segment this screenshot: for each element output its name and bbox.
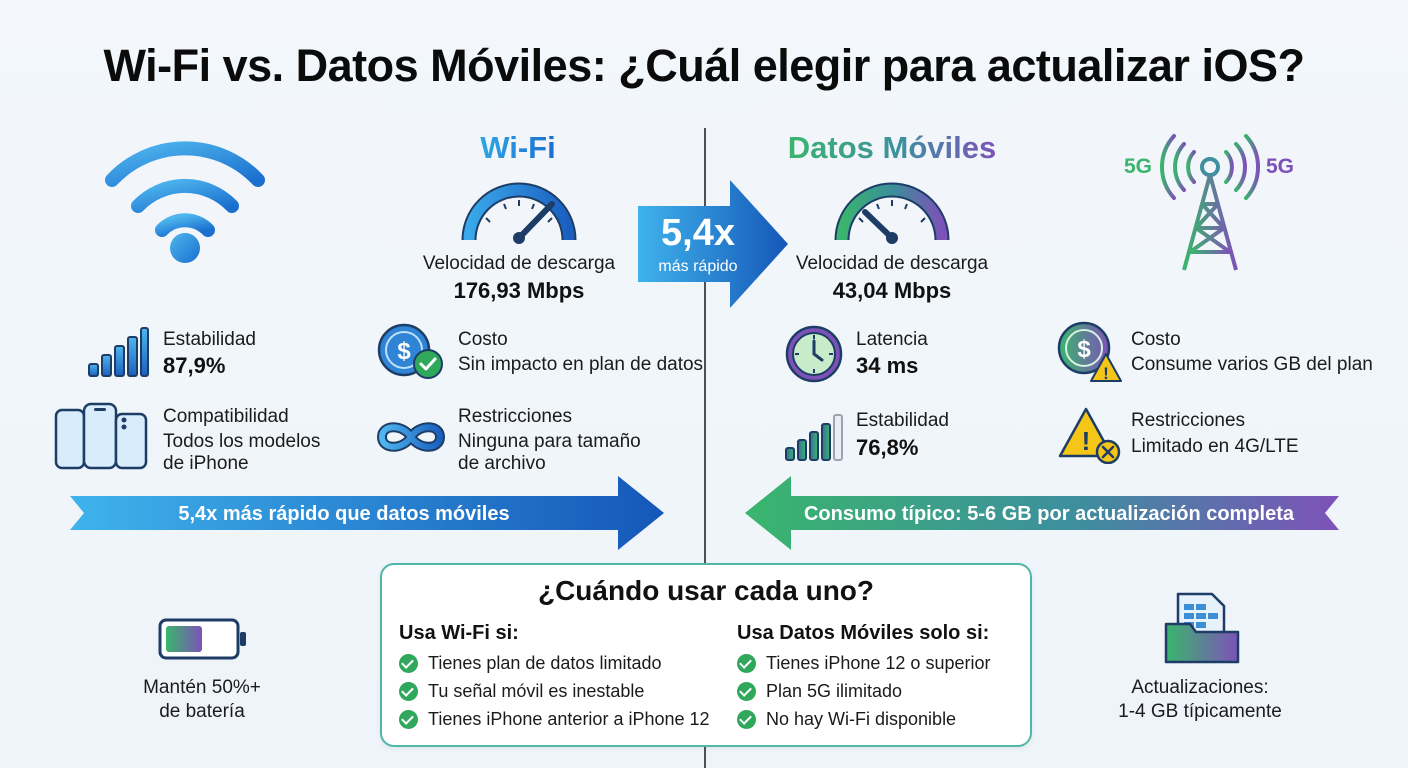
mobile-cost-title: Costo — [1131, 329, 1181, 350]
list-item: Tienes plan de datos limitado — [399, 649, 710, 677]
center-divider — [704, 128, 706, 768]
list-item: No hay Wi-Fi disponible — [737, 705, 990, 733]
wifi-stability-title: Estabilidad — [163, 329, 256, 350]
list-item: Tienes iPhone anterior a iPhone 12 — [399, 705, 710, 733]
mobile-stability-value: 76,8% — [856, 435, 919, 460]
wifi-banner-text: 5,4x más rápido que datos móviles — [178, 503, 510, 525]
when-to-use-panel: ¿Cuándo usar cada uno? Usa Wi-Fi si: Tie… — [380, 563, 1032, 747]
tower-label-right: 5G — [1266, 155, 1295, 178]
center-arrow — [638, 180, 788, 308]
wifi-speed-label: Velocidad de descarga — [422, 253, 616, 274]
clock-icon — [785, 325, 843, 383]
dollar-warning-icon: $ ! — [1057, 321, 1122, 383]
wifi-cost-value: Sin impacto en plan de datos — [458, 354, 704, 375]
mobile-restr-value: Limitado en 4G/LTE — [1131, 436, 1299, 457]
mobile-cost-value: Consume varios GB del plan — [1131, 354, 1373, 375]
signal-bars-icon — [88, 327, 149, 377]
battery-icon — [158, 618, 246, 660]
mobile-col-title: Usa Datos Móviles solo si: — [737, 622, 990, 644]
wifi-restr-title: Restricciones — [458, 406, 573, 427]
wifi-restr-value-1: Ninguna para tamaño — [458, 431, 641, 452]
cell-tower-icon — [1160, 134, 1260, 271]
wifi-restr-value-2: de archivo — [458, 453, 546, 474]
check-icon — [399, 709, 418, 729]
mobile-heading: Datos Móviles — [787, 130, 997, 165]
wifi-stability-value: 87,9% — [163, 353, 226, 378]
updates-note: Actualizaciones: 1-4 GB típicamente — [1118, 677, 1282, 722]
mobile-banner-arrow — [745, 476, 1339, 550]
wifi-cost-title: Costo — [458, 329, 508, 350]
mobile-stability-title: Estabilidad — [856, 410, 949, 431]
svg-text:!: ! — [1082, 426, 1091, 456]
wifi-compat-title: Compatibilidad — [163, 406, 289, 427]
mobile-restr-title: Restricciones — [1131, 410, 1246, 431]
center-arrow-big: 5,4x — [661, 212, 735, 254]
when-heading: ¿Cuándo usar cada uno? — [537, 575, 875, 606]
wifi-col-title: Usa Wi-Fi si: — [399, 622, 519, 644]
wifi-speed-value: 176,93 Mbps — [453, 278, 585, 303]
infinity-icon — [376, 422, 446, 452]
check-icon — [399, 681, 418, 701]
svg-text:$: $ — [1077, 336, 1091, 363]
svg-text:$: $ — [397, 338, 411, 365]
check-icon — [737, 709, 756, 729]
file-folder-icon — [1164, 592, 1240, 664]
wifi-icon — [105, 141, 265, 263]
list-item: Tienes iPhone 12 o superior — [737, 649, 990, 677]
phones-icon — [54, 402, 148, 470]
wifi-heading: Wi-Fi — [480, 130, 556, 165]
list-item: Tu señal móvil es inestable — [399, 677, 710, 705]
mobile-banner-text: Consumo típico: 5-6 GB por actualización… — [803, 503, 1295, 525]
speedometer-icon — [461, 182, 577, 244]
page-title: Wi-Fi vs. Datos Móviles: ¿Cuál elegir pa… — [103, 40, 1305, 91]
check-icon — [737, 653, 756, 673]
wifi-col-list: Tienes plan de datos limitado Tu señal m… — [399, 649, 710, 733]
mobile-latency-title: Latencia — [856, 329, 928, 350]
warning-x-icon: ! — [1058, 407, 1121, 464]
speedometer-icon — [834, 182, 950, 244]
wifi-compat-value-1: Todos los modelos — [163, 431, 321, 452]
signal-bars-icon — [785, 414, 843, 461]
center-arrow-small: más rápido — [658, 258, 738, 275]
mobile-speed-label: Velocidad de descarga — [795, 253, 989, 274]
battery-note: Mantén 50%+ de batería — [143, 677, 261, 722]
mobile-speed-value: 43,04 Mbps — [832, 278, 952, 303]
wifi-compat-value-2: de iPhone — [163, 453, 249, 474]
list-item: Plan 5G ilimitado — [737, 677, 990, 705]
wifi-banner-arrow — [70, 476, 664, 550]
dollar-check-icon: $ — [377, 323, 443, 379]
tower-label-left: 5G — [1124, 155, 1153, 178]
mobile-latency-value: 34 ms — [856, 353, 919, 378]
mobile-col-list: Tienes iPhone 12 o superior Plan 5G ilim… — [737, 649, 990, 733]
check-icon — [399, 653, 418, 673]
check-icon — [737, 681, 756, 701]
svg-text:!: ! — [1103, 364, 1109, 383]
